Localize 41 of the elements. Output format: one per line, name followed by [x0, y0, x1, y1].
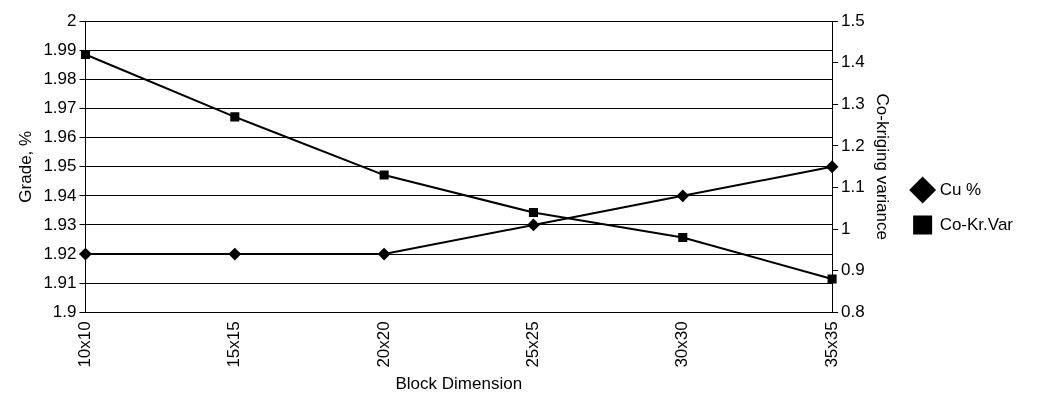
y2-tick-label: 1.2 [841, 135, 865, 155]
y-tick-label: 1.92 [43, 243, 77, 263]
point [378, 248, 391, 261]
point [230, 112, 240, 122]
y-tick-label: 1.94 [43, 185, 77, 205]
y-axis-title: Grade, % [15, 130, 35, 203]
y-tick-label: 1.95 [43, 156, 77, 176]
y2-axis-title: Co-kriging variance [873, 93, 893, 240]
legend-label: Cu % [939, 179, 982, 199]
legend-label: Co-Kr.Var [939, 214, 1014, 234]
point [527, 218, 540, 231]
x-tick-label: 25x25 [523, 321, 543, 368]
y2-tick-label: 0.9 [841, 260, 865, 280]
point [678, 232, 688, 242]
y2-tick-label: 0.8 [841, 301, 865, 321]
point [379, 170, 389, 180]
y-tick-label: 2 [67, 10, 77, 30]
point [79, 248, 92, 261]
x-tick-label: 10x10 [75, 321, 95, 368]
point [826, 160, 839, 173]
y2-tick-label: 1 [841, 218, 851, 238]
y-tick-label: 1.93 [43, 214, 77, 234]
y2-tick-label: 1.3 [841, 94, 865, 114]
y2-tick-label: 1.4 [841, 52, 865, 72]
y2-tick-label: 1.5 [841, 10, 865, 30]
x-tick-label: 30x30 [672, 321, 692, 368]
y-tick-label: 1.97 [43, 98, 77, 118]
y-tick-label: 1.96 [43, 127, 77, 147]
y-tick-label: 1.99 [43, 40, 77, 59]
x-tick-label: 15x15 [224, 321, 244, 368]
point [228, 248, 241, 261]
point [827, 274, 837, 284]
point [528, 207, 538, 218]
x-axis-title: Block Dimension [395, 374, 523, 394]
x-tick-label: 35x35 [821, 321, 841, 368]
x-tick-label: 20x20 [373, 321, 393, 368]
y-tick-label: 1.9 [52, 301, 77, 321]
y-tick-label: 1.91 [43, 272, 77, 292]
y-tick-label: 1.98 [43, 69, 77, 89]
point [676, 189, 689, 202]
y2-tick-label: 1.1 [841, 177, 865, 197]
